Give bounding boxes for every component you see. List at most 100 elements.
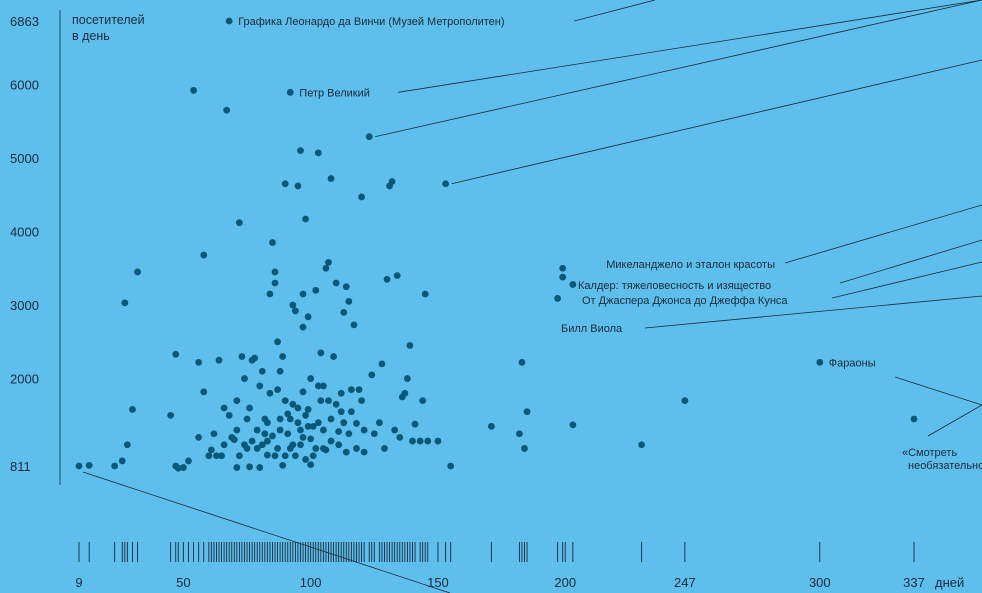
data-point xyxy=(274,386,281,394)
point-labels: Графика Леонардо да Винчи (Музей Метропо… xyxy=(238,16,982,472)
data-point xyxy=(358,193,365,201)
data-point xyxy=(276,367,284,375)
data-point xyxy=(269,239,276,246)
data-point xyxy=(215,356,223,364)
data-point xyxy=(319,382,327,390)
point-label: Билл Виола xyxy=(561,323,623,335)
data-point xyxy=(337,408,345,416)
point-label: От Джаспера Джонса до Джеффа Кунса xyxy=(582,295,788,307)
labeled-data-point xyxy=(569,281,577,288)
data-points xyxy=(75,17,918,472)
leader-line xyxy=(831,261,982,299)
data-point xyxy=(274,338,281,346)
data-point xyxy=(307,435,315,443)
data-point xyxy=(309,452,317,460)
data-point xyxy=(210,430,218,438)
point-label: Петр Великий xyxy=(299,87,370,99)
data-point xyxy=(403,375,411,382)
point-label: Калдер: тяжеловесность и изящество xyxy=(578,280,771,292)
y-axis-title-line-2: в день xyxy=(72,29,110,43)
point-label: Микеланджело и эталон красоты xyxy=(606,259,775,271)
leader-line xyxy=(398,0,982,93)
data-point xyxy=(129,406,136,413)
leader-line xyxy=(451,59,982,185)
data-point xyxy=(347,386,355,394)
data-point xyxy=(235,452,243,460)
data-point xyxy=(263,451,271,459)
labeled-data-point xyxy=(559,264,567,272)
data-point xyxy=(309,422,317,430)
data-point xyxy=(223,106,231,114)
y-tick-label: 6000 xyxy=(10,77,39,92)
data-point xyxy=(355,386,363,394)
data-point xyxy=(243,415,251,423)
y-axis-ticks: 811 2000 3000 4000 5000 6000 6863 xyxy=(10,14,39,474)
data-point xyxy=(391,426,399,434)
data-point xyxy=(416,437,424,445)
y-tick-label: 4000 xyxy=(10,225,39,240)
x-tick-label: 337 xyxy=(903,575,925,590)
data-point xyxy=(281,180,289,188)
data-point xyxy=(246,463,253,471)
data-point xyxy=(340,419,348,427)
data-point xyxy=(347,408,355,416)
leader-line xyxy=(784,204,982,264)
labeled-data-point xyxy=(225,17,233,25)
data-point xyxy=(332,279,340,287)
data-point xyxy=(419,397,427,405)
data-point xyxy=(360,448,368,456)
data-point xyxy=(424,437,432,445)
data-point xyxy=(225,411,233,419)
data-point xyxy=(233,397,241,405)
y-tick-label: 6863 xyxy=(10,14,39,29)
data-point xyxy=(388,178,396,185)
data-point xyxy=(246,404,253,412)
data-point xyxy=(248,437,256,445)
data-point xyxy=(345,430,353,438)
data-point xyxy=(172,350,180,358)
data-point xyxy=(274,445,281,452)
data-point xyxy=(335,441,343,449)
data-point xyxy=(271,279,279,287)
data-point xyxy=(345,297,353,305)
data-point xyxy=(638,441,646,449)
data-point xyxy=(317,349,325,357)
data-point xyxy=(442,180,449,188)
data-point xyxy=(233,464,241,471)
data-point xyxy=(294,419,302,427)
x-tick-label: 9 xyxy=(75,575,82,590)
data-point xyxy=(281,397,289,405)
data-point xyxy=(279,461,287,469)
data-point xyxy=(281,452,289,460)
data-point xyxy=(319,445,327,452)
data-point xyxy=(118,457,126,465)
point-label: необязательно… xyxy=(908,460,982,472)
data-point xyxy=(276,415,284,423)
data-point xyxy=(375,419,383,427)
data-point xyxy=(294,404,302,412)
data-point xyxy=(269,432,276,440)
data-point xyxy=(258,441,266,449)
data-point xyxy=(327,175,335,182)
data-point xyxy=(253,426,261,434)
x-axis-ticks: 9 50 100 150 200 247 300 337 xyxy=(75,575,924,590)
data-point xyxy=(314,419,322,427)
y-axis-title-line-1: посетителей xyxy=(72,13,145,27)
data-point xyxy=(434,437,442,445)
data-point xyxy=(286,415,294,423)
data-point xyxy=(335,428,343,435)
leader-line xyxy=(839,239,982,284)
data-point xyxy=(294,182,302,190)
data-point xyxy=(284,410,292,418)
data-point xyxy=(383,275,391,283)
data-point xyxy=(409,437,416,445)
x-tick-label: 300 xyxy=(809,575,831,590)
data-point xyxy=(200,251,208,259)
data-point xyxy=(220,404,228,412)
data-point xyxy=(314,149,322,157)
data-point xyxy=(258,367,266,375)
point-label: Фараоны xyxy=(829,357,876,369)
data-point xyxy=(327,415,335,423)
data-point xyxy=(488,422,495,430)
